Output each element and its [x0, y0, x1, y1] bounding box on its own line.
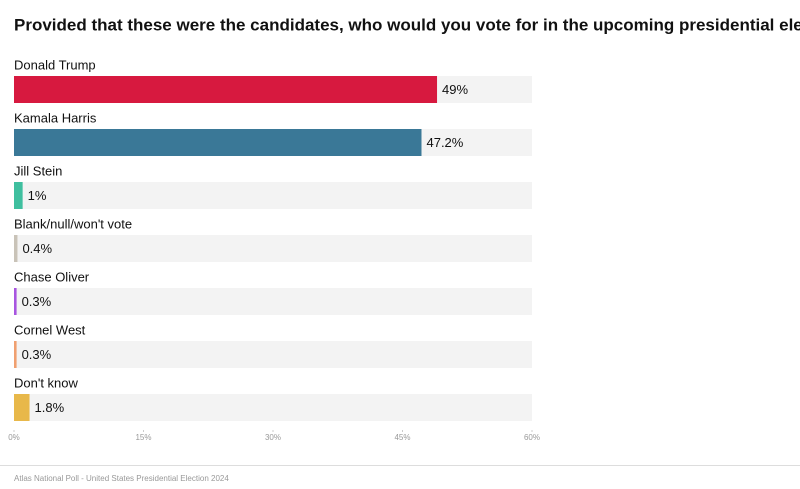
category-label: Jill Stein	[14, 163, 62, 178]
value-label: 1%	[28, 188, 47, 203]
value-label: 0.3%	[22, 347, 52, 362]
x-tick-label: 60%	[524, 433, 540, 442]
bar-track	[14, 235, 532, 262]
source-note: Atlas National Poll - United States Pres…	[14, 474, 229, 483]
x-tick-label: 0%	[8, 433, 20, 442]
bar	[14, 288, 17, 315]
bar	[14, 235, 18, 262]
value-label: 0.3%	[22, 294, 52, 309]
category-label: Cornel West	[14, 322, 86, 337]
category-label: Kamala Harris	[14, 110, 97, 125]
bar	[14, 341, 17, 368]
bar	[14, 76, 438, 103]
chart-title: Provided that these were the candidates,…	[14, 15, 800, 34]
bar	[14, 182, 23, 209]
value-label: 1.8%	[35, 400, 65, 415]
category-label: Chase Oliver	[14, 269, 90, 284]
bar	[14, 129, 422, 156]
bar	[14, 394, 30, 421]
category-label: Donald Trump	[14, 57, 96, 72]
value-label: 47.2%	[426, 135, 463, 150]
bar-track	[14, 394, 532, 421]
x-tick-label: 15%	[135, 433, 151, 442]
category-label: Blank/null/won't vote	[14, 216, 132, 231]
bar-track	[14, 341, 532, 368]
value-label: 49%	[442, 82, 468, 97]
x-tick-label: 30%	[265, 433, 281, 442]
x-tick-label: 45%	[394, 433, 410, 442]
value-label: 0.4%	[22, 241, 52, 256]
bar-track	[14, 182, 532, 209]
category-label: Don't know	[14, 375, 79, 390]
bar-track	[14, 288, 532, 315]
